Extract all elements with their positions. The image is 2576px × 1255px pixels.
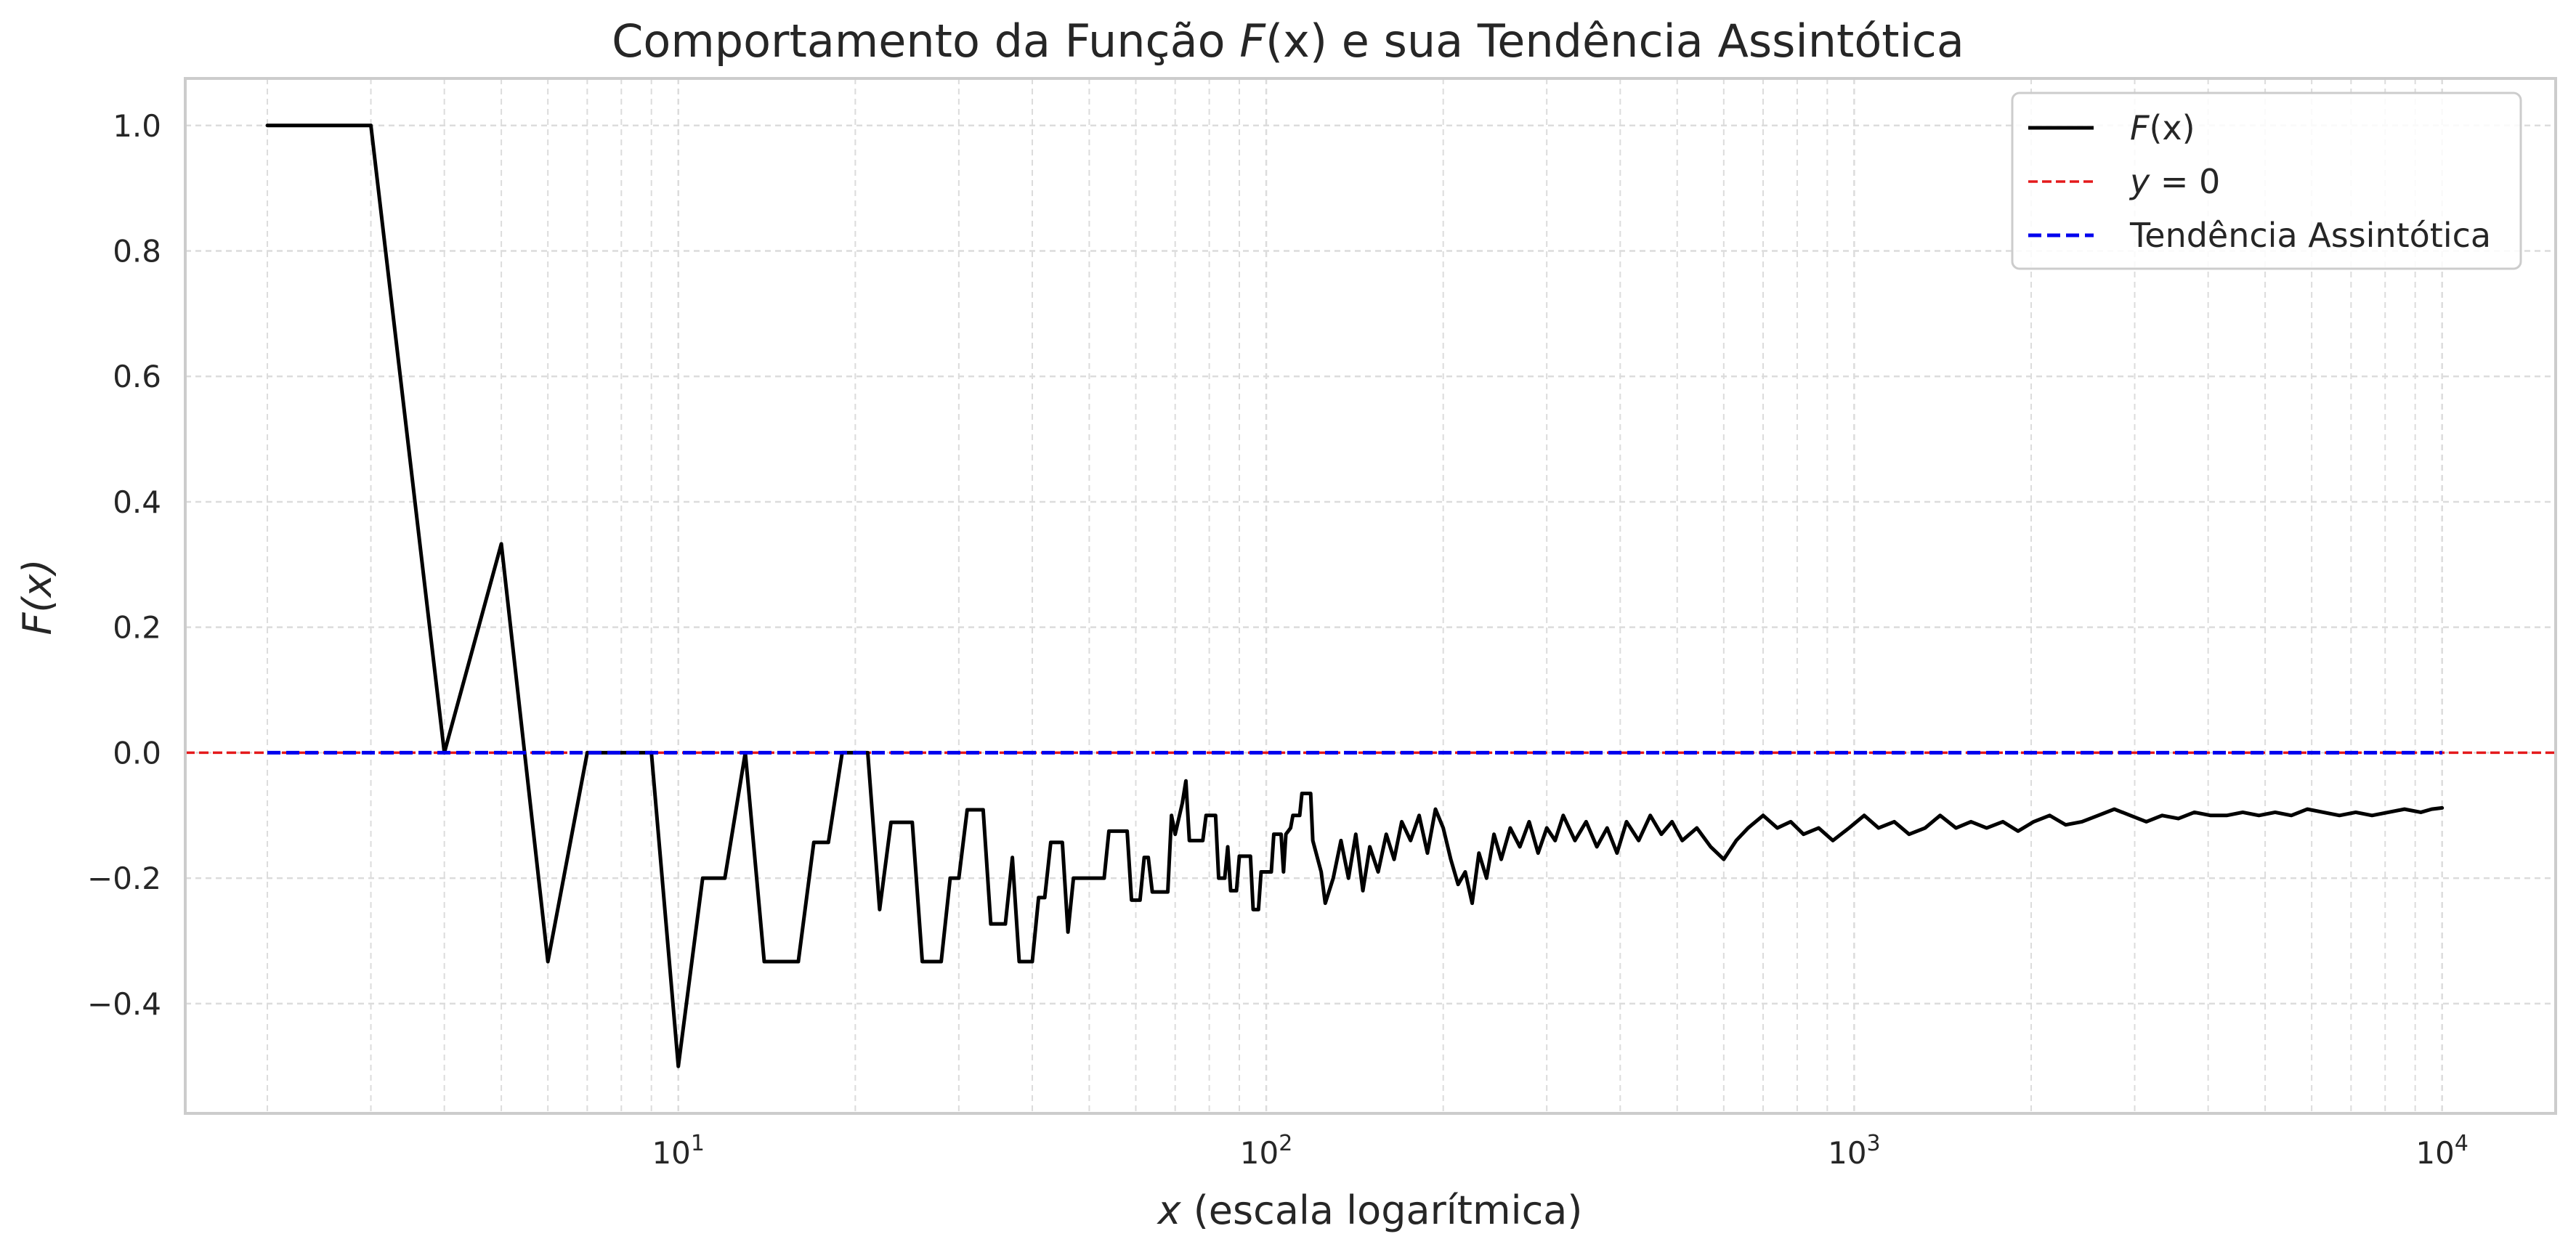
legend-label-fx: F(x) xyxy=(2130,108,2195,147)
y-axis-label: F(x) xyxy=(15,559,60,635)
chart-title-fx: F xyxy=(1239,15,1266,68)
legend-label-y0-var: y xyxy=(2129,162,2150,201)
x-tick-exponent: 1 xyxy=(691,1131,705,1156)
y-tick-label: 0.8 xyxy=(113,234,161,269)
y-tick-label: 0.6 xyxy=(113,359,161,394)
x-tick-label: 103 xyxy=(1828,1131,1881,1171)
y-axis-ticks: 1.0 0.8 0.6 0.4 0.2 0.0 −0.2 −0.4 xyxy=(87,108,161,1022)
y-tick-label: −0.2 xyxy=(87,861,161,896)
x-tick-base: 10 xyxy=(2415,1135,2454,1171)
x-axis-label-rest: (escala logarítmica) xyxy=(1194,1187,1583,1233)
legend-label-trend: Tendência Assintótica xyxy=(2129,216,2491,255)
series-layer xyxy=(185,123,2556,1068)
y-tick-label: 0.4 xyxy=(113,484,161,520)
legend-label-fx-arg: (x) xyxy=(2149,108,2195,147)
chart-title-main: Comportamento da Função xyxy=(612,15,1225,68)
plot-frame xyxy=(184,77,2557,1115)
legend-box xyxy=(2011,92,2522,270)
legend-item-trend: Tendência Assintótica xyxy=(2028,216,2491,255)
x-tick-base: 10 xyxy=(652,1135,690,1171)
legend-label-fx-var: F xyxy=(2130,108,2150,147)
x-axis-label: x (escala logarítmica) xyxy=(1157,1187,1583,1233)
x-axis-label-var: x xyxy=(1157,1187,1182,1233)
x-tick-label: 102 xyxy=(1240,1131,1293,1171)
x-tick-label: 104 xyxy=(2415,1131,2468,1171)
series-fx-line xyxy=(265,123,2445,1068)
x-tick-label: 101 xyxy=(652,1131,705,1171)
y-tick-label: 0.0 xyxy=(113,735,161,771)
legend-item-fx: F(x) xyxy=(2028,108,2195,147)
legend-label-y0-rest: = 0 xyxy=(2150,162,2220,201)
chart-title: Comportamento da Função F(x) e sua Tendê… xyxy=(612,15,1964,68)
x-tick-exponent: 4 xyxy=(2455,1131,2468,1156)
legend-item-y0: y = 0 xyxy=(2028,162,2220,201)
x-tick-base: 10 xyxy=(1240,1135,1279,1171)
y-tick-label: 0.2 xyxy=(113,610,161,646)
legend-label-y0: y = 0 xyxy=(2129,162,2220,201)
legend: F(x) y = 0 Tendência Assintótica xyxy=(2011,92,2522,270)
x-tick-exponent: 2 xyxy=(1279,1131,1292,1156)
chart-title-fx-arg: (x) xyxy=(1265,15,1327,68)
x-tick-exponent: 3 xyxy=(1867,1131,1881,1156)
x-axis-ticks: 101 102 103 104 xyxy=(652,1131,2468,1171)
y-tick-label: −0.4 xyxy=(87,986,161,1022)
chart-title-rest: e sua Tendência Assintótica xyxy=(1342,15,1964,68)
y-tick-label: 1.0 xyxy=(113,108,161,144)
x-tick-base: 10 xyxy=(1828,1135,1866,1171)
